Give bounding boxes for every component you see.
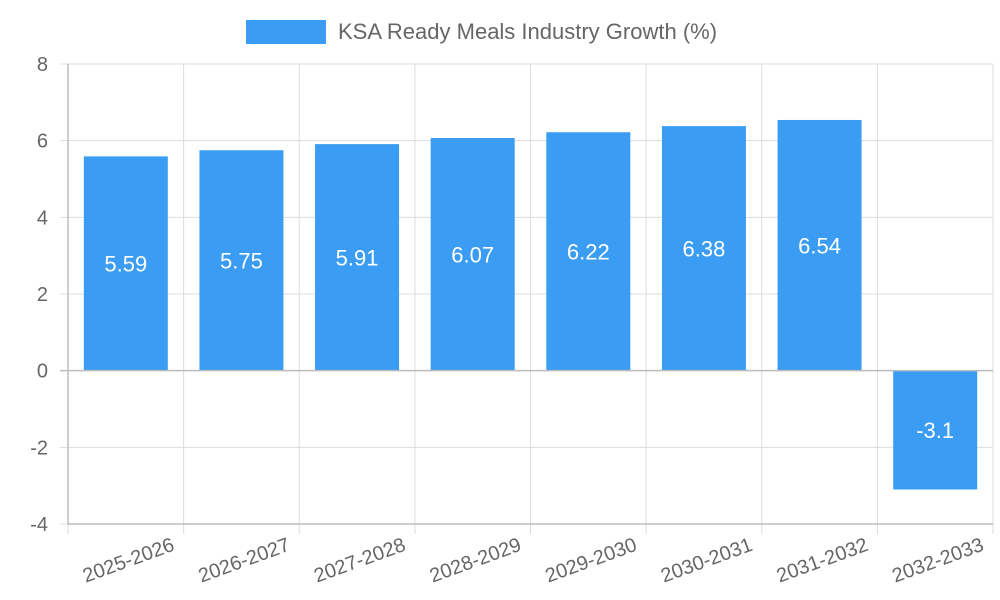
y-tick-label: 8 <box>37 54 48 76</box>
x-tick-label: 2028-2029 <box>427 534 524 587</box>
data-label: 5.59 <box>104 252 147 277</box>
axes <box>60 64 993 525</box>
legend-label: KSA Ready Meals Industry Growth (%) <box>338 19 717 44</box>
y-tick-label: 2 <box>37 284 48 306</box>
x-tick-label: 2031-2032 <box>774 534 871 587</box>
x-tick-label: 2030-2031 <box>658 534 755 587</box>
data-label: 5.91 <box>336 245 379 270</box>
data-label: 6.38 <box>683 236 726 261</box>
y-tick-label: 0 <box>37 361 48 383</box>
x-tick-label: 2027-2028 <box>311 534 408 587</box>
x-tick-label: 2025-2026 <box>80 534 177 587</box>
y-tick-label: 4 <box>37 207 48 229</box>
y-tick-label: -2 <box>30 437 48 459</box>
data-label: 5.75 <box>220 248 263 273</box>
bar[interactable] <box>777 119 862 371</box>
x-tick-label: 2026-2027 <box>196 534 293 587</box>
y-tick-label: 6 <box>37 131 48 153</box>
bar[interactable] <box>546 132 631 371</box>
bar[interactable] <box>893 370 978 490</box>
legend[interactable]: KSA Ready Meals Industry Growth (%) <box>246 19 717 44</box>
x-tick-label: 2032-2033 <box>889 534 986 587</box>
bar[interactable] <box>430 137 515 371</box>
data-label: 6.22 <box>567 239 610 264</box>
data-label: -3.1 <box>916 418 954 443</box>
data-label: 6.54 <box>798 233 841 258</box>
y-tick-label: -4 <box>30 514 48 536</box>
bar[interactable] <box>83 156 168 371</box>
bar[interactable] <box>199 150 284 371</box>
legend-swatch <box>246 20 326 44</box>
bar[interactable] <box>315 144 400 371</box>
bar[interactable] <box>661 126 746 371</box>
bars: 5.59 5.75 5.91 6.07 6.22 6.38 6.54 -3.1 <box>83 119 978 490</box>
x-tick-label: 2029-2030 <box>542 534 639 587</box>
data-label: 6.07 <box>451 242 494 267</box>
